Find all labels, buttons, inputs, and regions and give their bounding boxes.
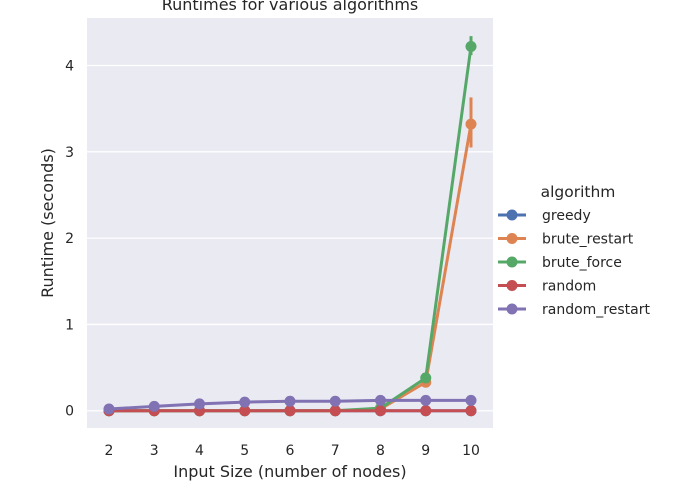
x-tick-label: 7 bbox=[331, 443, 340, 459]
y-axis-label: Runtime (seconds) bbox=[38, 148, 57, 298]
series-random-restart bbox=[103, 394, 477, 415]
y-tick-label: 0 bbox=[65, 404, 74, 420]
axis-ticks: 0 1 2 3 4 2 3 4 5 6 7 8 9 10 bbox=[65, 58, 480, 459]
x-tick-label: 6 bbox=[286, 443, 295, 459]
x-tick-label: 5 bbox=[240, 443, 249, 459]
legend-label: brute_restart bbox=[542, 232, 634, 248]
x-tick-label: 4 bbox=[195, 443, 204, 459]
legend-marker bbox=[506, 233, 518, 244]
legend-item: brute_restart bbox=[498, 232, 634, 248]
data-point bbox=[465, 40, 477, 52]
legend-label: random_restart bbox=[542, 302, 650, 318]
y-tick-label: 3 bbox=[65, 145, 74, 161]
legend-marker bbox=[506, 280, 518, 291]
x-tick-label: 9 bbox=[421, 443, 430, 459]
data-point bbox=[375, 394, 386, 406]
x-tick-label: 2 bbox=[105, 443, 114, 459]
x-tick-label: 3 bbox=[150, 443, 159, 459]
data-point bbox=[375, 405, 386, 417]
legend-marker bbox=[506, 209, 518, 221]
legend: algorithm greedy brute_restart brute_force… bbox=[498, 183, 650, 318]
data-point bbox=[284, 395, 296, 407]
data-point bbox=[420, 372, 432, 384]
legend-item: greedy bbox=[498, 208, 591, 224]
data-point bbox=[239, 405, 251, 417]
x-tick-label: 8 bbox=[376, 443, 385, 459]
data-point bbox=[329, 395, 341, 407]
chart-title: Runtimes for various algorithms bbox=[162, 0, 419, 14]
data-point bbox=[420, 394, 432, 406]
legend-label: brute_force bbox=[542, 255, 622, 271]
y-tick-label: 4 bbox=[65, 58, 74, 74]
data-point bbox=[465, 405, 477, 417]
x-axis-label: Input Size (number of nodes) bbox=[173, 462, 406, 481]
data-point bbox=[239, 396, 251, 408]
legend-marker bbox=[506, 256, 518, 268]
plot-area bbox=[87, 18, 493, 428]
legend-title: algorithm bbox=[541, 183, 616, 201]
data-point bbox=[194, 398, 205, 410]
data-point bbox=[148, 400, 160, 412]
legend-label: random bbox=[542, 279, 596, 295]
y-tick-label: 2 bbox=[65, 231, 74, 247]
legend-item: brute_force bbox=[498, 255, 622, 271]
legend-label: greedy bbox=[542, 208, 591, 224]
data-point bbox=[329, 405, 341, 417]
data-point bbox=[465, 118, 477, 130]
x-tick-label: 10 bbox=[462, 443, 480, 459]
legend-marker bbox=[506, 303, 518, 315]
y-tick-label: 1 bbox=[65, 317, 74, 333]
data-point bbox=[103, 403, 115, 415]
data-point bbox=[420, 405, 432, 417]
legend-item: random_restart bbox=[498, 302, 650, 318]
legend-item: random bbox=[498, 279, 596, 295]
series-layer bbox=[103, 36, 477, 417]
data-point bbox=[284, 405, 296, 417]
data-point bbox=[465, 394, 477, 406]
